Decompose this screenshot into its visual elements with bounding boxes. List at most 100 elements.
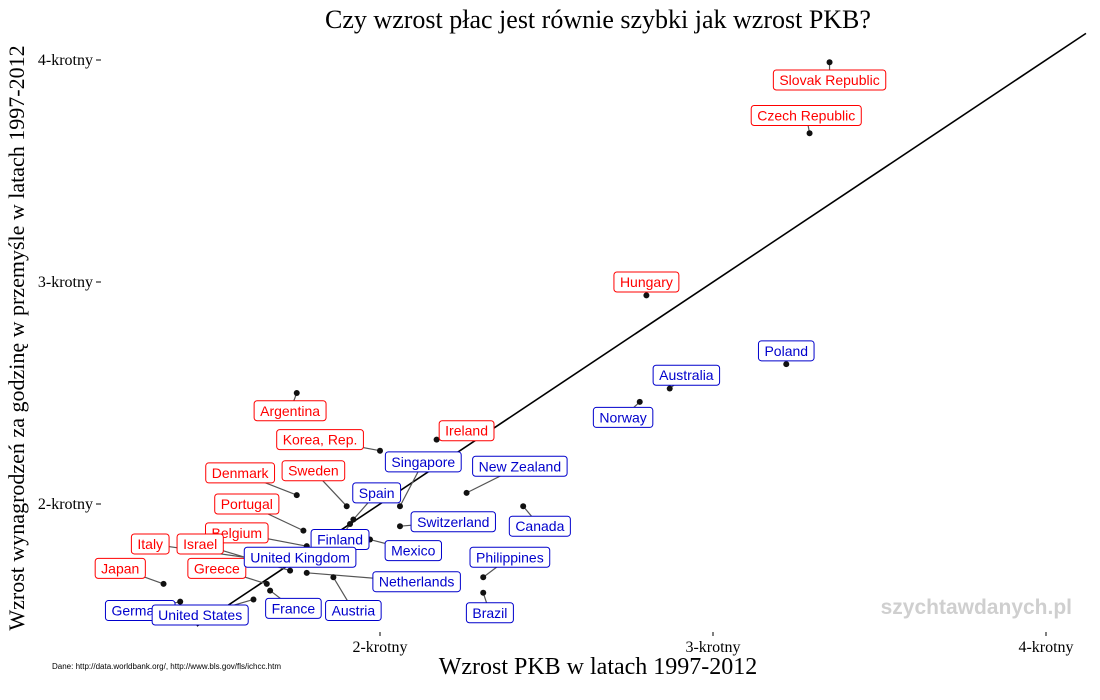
label-text-hungary: Hungary (620, 274, 673, 290)
label-sweden: Sweden (281, 460, 346, 482)
point-norway (636, 398, 643, 405)
label-italy: Italy (130, 533, 170, 555)
point-finland (347, 520, 354, 527)
x-tick-label: 4-krotny (1018, 639, 1073, 656)
label-box-norway (592, 406, 654, 428)
label-text-austria: Austria (332, 603, 376, 619)
point-slovak-republic (826, 59, 833, 66)
point-czech-republic (806, 130, 813, 137)
label-finland: Finland (310, 529, 370, 551)
label-text-canada: Canada (515, 518, 564, 534)
label-box-singapore (384, 451, 462, 473)
label-text-korea-rep: Korea, Rep. (283, 432, 358, 448)
label-box-mexico (384, 540, 442, 562)
label-box-new-zealand (472, 455, 568, 477)
label-text-argentina: Argentina (260, 403, 320, 419)
label-poland: Poland (757, 340, 815, 362)
y-tick-label: 4-krotny (38, 52, 93, 69)
label-netherlands: Netherlands (372, 571, 461, 593)
point-labels: Slovak Republic Czech Republic Hungary Arge… (94, 69, 887, 626)
label-singapore: Singapore (384, 451, 462, 473)
label-norway: Norway (592, 406, 654, 428)
label-box-netherlands (372, 571, 461, 593)
point-singapore (396, 503, 403, 510)
reference-line (196, 32, 1087, 627)
label-text-sweden: Sweden (288, 463, 339, 479)
label-text-philippines: Philippines (476, 549, 544, 565)
point-philippines (480, 574, 487, 581)
label-slovak-republic: Slovak Republic (772, 69, 887, 91)
label-australia: Australia (652, 364, 721, 386)
label-text-israel: Israel (183, 536, 217, 552)
label-canada: Canada (508, 515, 571, 537)
label-new-zealand: New Zealand (472, 455, 568, 477)
label-mexico: Mexico (384, 540, 442, 562)
label-argentina: Argentina (253, 400, 327, 422)
point-new-zealand (463, 489, 470, 496)
point-greece (263, 580, 270, 587)
label-text-denmark: Denmark (212, 465, 270, 481)
label-text-belgium: Belgium (212, 525, 263, 541)
label-text-mexico: Mexico (391, 543, 436, 559)
label-israel: Israel (176, 533, 224, 555)
y-tick-label: 2-krotny (38, 496, 93, 513)
label-japan: Japan (94, 557, 146, 579)
label-box-italy (130, 533, 170, 555)
label-box-japan (94, 557, 146, 579)
y-axis-title: Wzrost wynagrodzeń za godzinę w przemyśl… (4, 45, 29, 630)
label-box-australia (652, 364, 721, 386)
label-box-switzerland (410, 511, 496, 533)
label-text-finland: Finland (317, 532, 363, 548)
label-text-portugal: Portugal (221, 496, 273, 512)
label-box-poland (757, 340, 815, 362)
label-ireland: Ireland (438, 420, 495, 442)
label-text-greece: Greece (194, 560, 240, 576)
label-philippines: Philippines (469, 546, 551, 568)
point-sweden (343, 503, 350, 510)
point-switzerland (396, 523, 403, 530)
point-korea-rep (377, 447, 383, 454)
label-box-czech-republic (750, 105, 862, 126)
label-box-korea-rep (276, 429, 364, 451)
label-text-japan: Japan (101, 560, 139, 576)
label-box-hungary (613, 271, 680, 293)
point-poland (783, 361, 790, 368)
label-box-philippines (469, 546, 551, 568)
watermark: szychtawdanych.pl (881, 596, 1072, 619)
label-spain: Spain (352, 482, 402, 504)
label-box-france (265, 597, 322, 619)
point-canada (520, 503, 527, 510)
label-box-austria (325, 600, 382, 622)
label-portugal: Portugal (214, 493, 280, 515)
label-switzerland: Switzerland (410, 511, 496, 533)
label-text-poland: Poland (764, 343, 808, 359)
point-israel (287, 567, 294, 574)
label-austria: Austria (325, 600, 382, 622)
label-box-denmark (205, 462, 276, 484)
label-text-czech-republic: Czech Republic (757, 108, 855, 124)
chart-title: Czy wzrost płac jest równie szybki jak w… (325, 5, 871, 34)
point-brazil (480, 589, 487, 596)
x-tick-label: 2-krotny (352, 639, 407, 656)
label-text-switzerland: Switzerland (417, 514, 489, 530)
label-box-greece (187, 557, 247, 579)
label-text-australia: Australia (659, 367, 714, 383)
label-united-kingdom: United Kingdom (243, 546, 357, 568)
point-portugal (300, 527, 307, 534)
label-box-portugal (214, 493, 280, 515)
label-france: France (265, 597, 322, 619)
point-spain (350, 516, 357, 523)
label-box-spain (352, 482, 402, 504)
label-czech-republic: Czech Republic (750, 105, 862, 126)
x-tick-label: 3-krotny (685, 639, 740, 656)
label-box-united-states (151, 604, 249, 626)
label-box-sweden (281, 460, 346, 482)
axes: 2-krotny 3-krotny 4-krotny 2-krotny 3-krotny… (38, 52, 1074, 656)
point-argentina (293, 390, 300, 396)
point-france (267, 587, 274, 594)
point-hungary (643, 292, 650, 299)
label-text-slovak-republic: Slovak Republic (779, 72, 879, 88)
label-text-united-kingdom: United Kingdom (250, 549, 350, 565)
label-united-states: United States (151, 604, 249, 626)
